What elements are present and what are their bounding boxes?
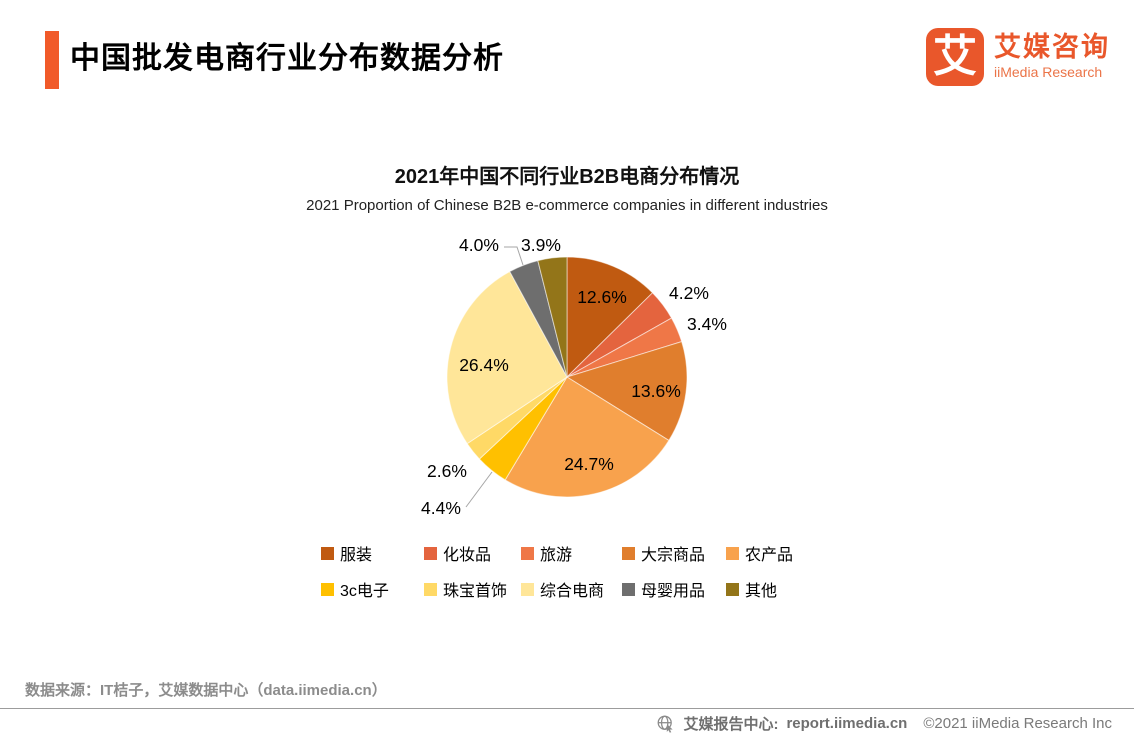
pie-percent-label: 4.4% (421, 498, 461, 518)
legend-label: 3c电子 (340, 583, 389, 600)
legend-swatch (622, 582, 635, 596)
legend-swatch (424, 546, 437, 560)
label-leader-line (504, 246, 524, 266)
legend-item: 3c电子 (321, 577, 389, 601)
pie-slice (566, 256, 654, 378)
pie-percent-label: 24.7% (564, 454, 614, 474)
legend-label: 旅游 (540, 547, 573, 564)
legend-item: 母婴用品 (622, 577, 705, 601)
label-leader-line (465, 471, 493, 508)
pie-percent-label: 13.6% (631, 381, 681, 401)
footer: 艾媒报告中心: report.iimedia.cn ©2021 iiMedia … (656, 713, 1112, 734)
legend-label: 服装 (340, 547, 373, 564)
pie-percent-label: 2.6% (427, 461, 467, 481)
legend-item: 综合电商 (521, 577, 604, 601)
chart-subtitle: 2021 Proportion of Chinese B2B e-commerc… (306, 197, 828, 214)
pie-percent-label: 4.0% (459, 235, 499, 255)
pie-slice (537, 256, 568, 378)
legend-swatch (726, 582, 739, 596)
legend-item: 服装 (321, 541, 372, 565)
legend-swatch (321, 546, 334, 560)
footer-copyright: ©2021 iiMedia Research Inc (923, 715, 1112, 732)
pie-percent-label: 3.4% (687, 314, 727, 334)
logo-name-cn: 艾媒咨询 (994, 32, 1110, 63)
legend-swatch (321, 582, 334, 596)
pie-percent-label: 12.6% (577, 287, 627, 307)
legend-swatch (726, 546, 739, 560)
legend-swatch (424, 582, 437, 596)
legend-item: 珠宝首饰 (424, 577, 507, 601)
legend-label: 农产品 (745, 547, 794, 564)
legend-item: 其他 (726, 577, 777, 601)
footer-center-label: 艾媒报告中心: (683, 716, 779, 733)
legend-label: 其他 (745, 583, 778, 600)
chart-title: 2021年中国不同行业B2B电商分布情况 (394, 166, 740, 188)
page-title: 中国批发电商行业分布数据分析 (70, 42, 504, 75)
footer-divider (0, 708, 1134, 709)
title-accent-bar (45, 31, 59, 89)
pie-slice (446, 271, 568, 445)
legend-swatch (622, 546, 635, 560)
logo-text: 艾媒咨询 iiMedia Research (994, 33, 1110, 80)
legend-label: 珠宝首饰 (443, 583, 508, 600)
legend-item: 化妆品 (424, 541, 491, 565)
legend-item: 大宗商品 (622, 541, 705, 565)
pie-slice (504, 376, 670, 498)
globe-cursor-icon (658, 715, 674, 733)
legend-label: 化妆品 (443, 547, 492, 564)
legend-item: 旅游 (521, 541, 572, 565)
legend-item: 农产品 (726, 541, 793, 565)
legend-label: 大宗商品 (641, 547, 706, 564)
footer-url: report.iimedia.cn (786, 715, 908, 732)
logo-name-en: iiMedia Research (994, 64, 1103, 81)
pie-percent-label: 26.4% (459, 355, 509, 375)
logo-mark-icon: 艾 (926, 28, 984, 86)
legend-label: 综合电商 (540, 583, 605, 600)
pie-slice (566, 341, 688, 441)
legend-label: 母婴用品 (641, 583, 706, 600)
data-source-note: 数据来源：IT桔子，艾媒数据中心（data.iimedia.cn） (25, 682, 387, 699)
legend-swatch (521, 546, 534, 560)
pie-percent-label: 4.2% (669, 283, 709, 303)
legend-swatch (521, 582, 534, 596)
pie-percent-label: 3.9% (521, 235, 561, 255)
header: 中国批发电商行业分布数据分析 艾 艾媒咨询 iiMedia Research (0, 0, 1134, 110)
brand-logo: 艾 艾媒咨询 iiMedia Research (926, 28, 1110, 86)
